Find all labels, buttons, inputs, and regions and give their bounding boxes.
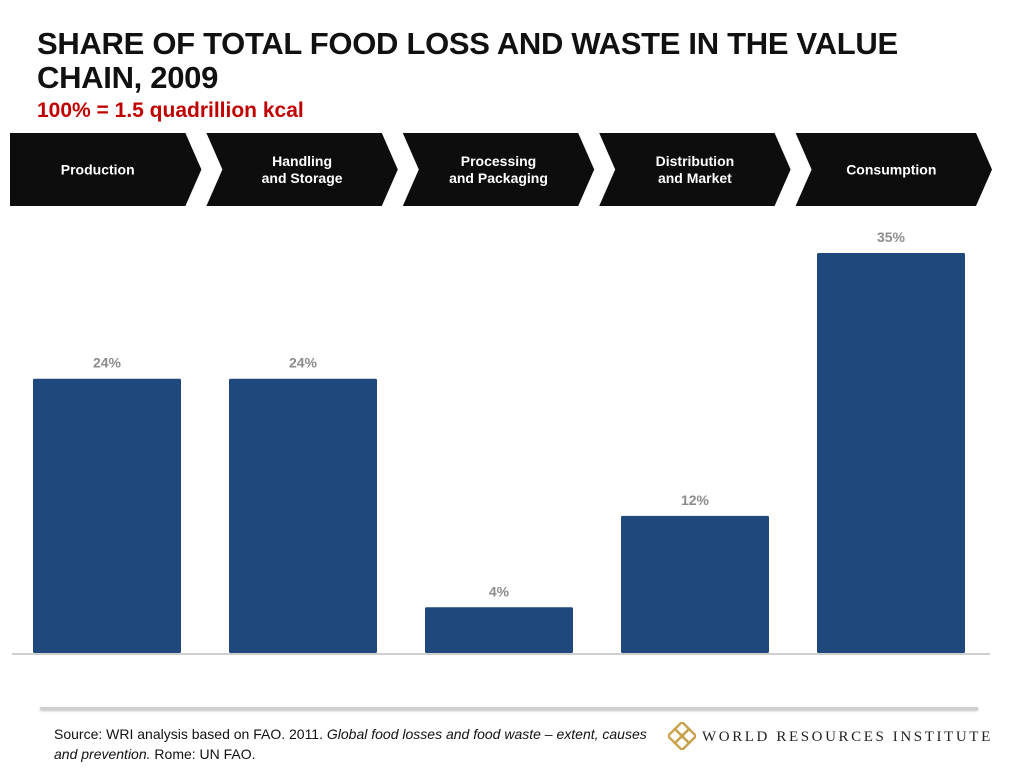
bar-value-label: 4% [489, 583, 510, 599]
stage-chevron [599, 133, 791, 206]
page-subtitle: 100% = 1.5 quadrillion kcal [37, 99, 304, 122]
stage-chevron [402, 133, 595, 206]
bar-group: 24% [33, 355, 181, 653]
bar-value-label: 35% [877, 229, 906, 245]
bar [33, 378, 181, 653]
bar-chart: 24% 24% 4% 12% 35% [12, 229, 990, 655]
bar [817, 253, 965, 653]
bar-group: 24% [229, 355, 377, 653]
bar [621, 515, 769, 653]
bar-group: 4% [425, 583, 573, 653]
source-title: Global food losses and food waste – exte… [54, 726, 647, 762]
stage-chevron [206, 133, 398, 206]
stage-label: Processing [461, 153, 536, 169]
bar-group: 35% [817, 229, 965, 653]
stage-1: Production [10, 133, 202, 206]
stage-label: and Storage [262, 170, 343, 186]
stage-chevron [10, 133, 202, 206]
source-note: Source: WRI analysis based on FAO. 2011.… [54, 724, 664, 764]
stage-label: Handling [272, 153, 332, 169]
page-title: SHARE OF TOTAL FOOD LOSS AND WASTE IN TH… [37, 26, 898, 95]
bar [229, 378, 377, 653]
bar-value-label: 24% [93, 355, 122, 371]
stage-label: and Market [658, 170, 732, 186]
source-prefix: Source: WRI analysis based on FAO. 2011. [54, 726, 327, 742]
bar-group: 12% [621, 492, 769, 653]
stage-chevron [795, 133, 992, 206]
org-name: WORLD RESOURCES INSTITUTE [702, 729, 993, 745]
stage-label: Distribution [656, 153, 735, 169]
bar-value-label: 12% [681, 492, 710, 508]
stage-label: and Packaging [449, 170, 548, 186]
bar-value-label: 24% [289, 355, 318, 371]
source-suffix: Rome: UN FAO. [150, 746, 256, 762]
bar [425, 607, 573, 653]
stage-5: Consumption [795, 133, 992, 206]
stage-label: Production [61, 162, 135, 178]
wri-knot-logo-icon [668, 722, 696, 750]
stage-label: Consumption [846, 162, 936, 178]
footer-divider [40, 707, 978, 710]
